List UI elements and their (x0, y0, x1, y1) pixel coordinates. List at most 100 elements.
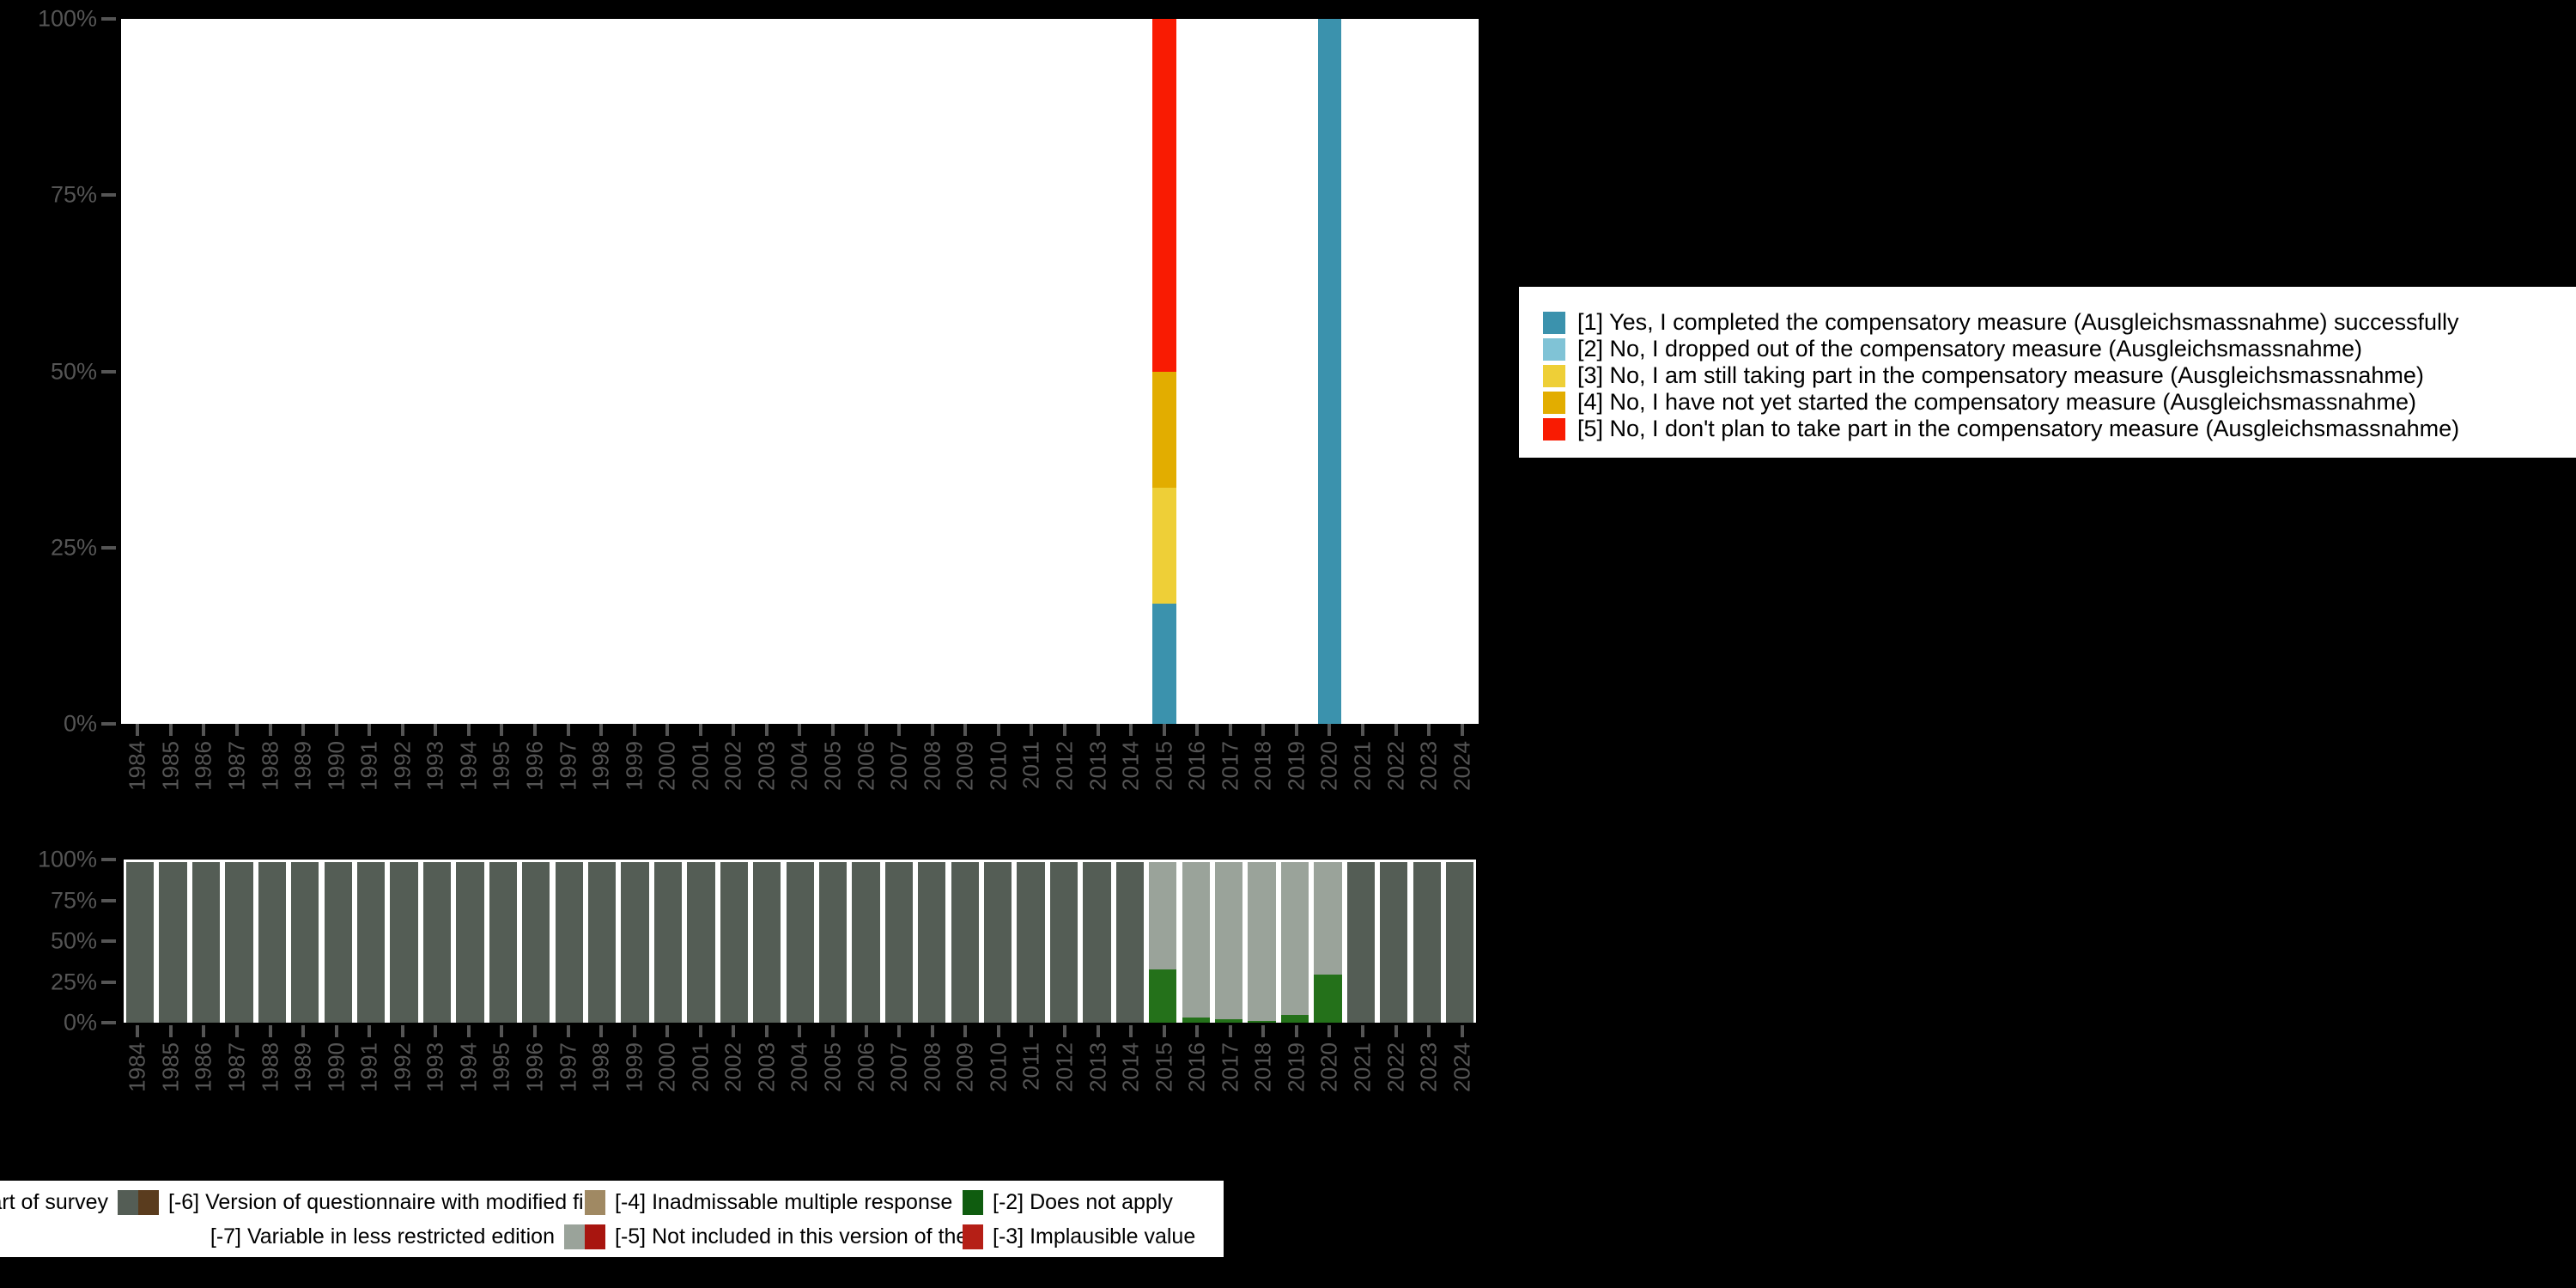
validity-bar-stack[interactable] (291, 862, 319, 1023)
validity-bar-stack[interactable] (258, 862, 287, 1023)
validity-bar-segment[interactable] (489, 862, 517, 1023)
validity-bar-stack[interactable] (1346, 862, 1375, 1023)
validity-bar-stack[interactable] (1149, 862, 1177, 1023)
validity-bar-stack[interactable] (1115, 862, 1144, 1023)
validity-bar-stack[interactable] (587, 862, 617, 1023)
validity-bar-stack[interactable] (653, 862, 683, 1023)
main-bar-stack[interactable] (1317, 19, 1342, 724)
validity-bar-segment[interactable] (1314, 862, 1342, 975)
validity-bar-segment[interactable] (1149, 969, 1177, 1023)
validity-bar-segment[interactable] (159, 862, 187, 1023)
validity-bar-segment[interactable] (191, 862, 221, 1023)
validity-bar-stack[interactable] (984, 862, 1012, 1023)
category-legend-item[interactable]: [1] Yes, I completed the compensatory me… (1543, 309, 2576, 336)
validity-bar-segment[interactable] (1248, 1021, 1276, 1023)
validity-bar-stack[interactable] (818, 862, 848, 1023)
validity-bar-stack[interactable] (951, 862, 979, 1023)
validity-bar-segment[interactable] (687, 862, 715, 1023)
validity-bar-segment[interactable] (884, 862, 914, 1023)
validity-bar-segment[interactable] (1017, 862, 1045, 1023)
validity-bar-stack[interactable] (225, 862, 253, 1023)
missing-values-legend-item[interactable]: [-2] Does not apply (963, 1189, 1220, 1215)
validity-bar-segment[interactable] (984, 862, 1012, 1023)
main-bar-segment[interactable] (1151, 371, 1176, 488)
validity-bar-segment[interactable] (1280, 1014, 1309, 1023)
validity-bar-stack[interactable] (1017, 862, 1045, 1023)
validity-bar-segment[interactable] (291, 862, 319, 1023)
validity-bar-stack[interactable] (786, 862, 814, 1023)
validity-bar-stack[interactable] (753, 862, 781, 1023)
validity-bar-segment[interactable] (1182, 1018, 1210, 1023)
validity-bar-stack[interactable] (357, 862, 386, 1023)
validity-bar-stack[interactable] (720, 862, 748, 1023)
validity-bar-stack[interactable] (852, 862, 880, 1023)
validity-bar-stack[interactable] (1445, 862, 1474, 1023)
validity-bar-segment[interactable] (422, 862, 452, 1023)
category-legend-item[interactable]: [2] No, I dropped out of the compensator… (1543, 336, 2576, 362)
validity-bar-segment[interactable] (918, 862, 946, 1023)
missing-values-legend-item[interactable]: [-7] Variable in less restricted edition (138, 1224, 585, 1249)
validity-bar-segment[interactable] (324, 862, 352, 1023)
validity-bar-stack[interactable] (324, 862, 352, 1023)
validity-bar-stack[interactable] (1280, 862, 1309, 1023)
validity-bar-stack[interactable] (1413, 862, 1441, 1023)
validity-bar-stack[interactable] (522, 862, 550, 1023)
validity-bar-stack[interactable] (1380, 862, 1408, 1023)
validity-bar-segment[interactable] (951, 862, 979, 1023)
validity-bar-segment[interactable] (1380, 862, 1408, 1023)
validity-bar-stack[interactable] (489, 862, 517, 1023)
validity-bar-segment[interactable] (1149, 862, 1177, 970)
validity-bar-segment[interactable] (1049, 862, 1078, 1023)
validity-bar-stack[interactable] (1182, 862, 1210, 1023)
missing-values-legend-item[interactable]: [-1] No answer (0, 1259, 138, 1261)
category-legend-item[interactable]: [3] No, I am still taking part in the co… (1543, 362, 2576, 389)
missing-values-legend-item[interactable]: [-4] Inadmissable multiple response (585, 1189, 963, 1215)
validity-bar-stack[interactable] (1314, 862, 1342, 1023)
validity-bar-segment[interactable] (1346, 862, 1375, 1023)
validity-bar-stack[interactable] (918, 862, 946, 1023)
validity-bar-segment[interactable] (786, 862, 814, 1023)
validity-bar-segment[interactable] (1314, 974, 1342, 1023)
validity-bar-stack[interactable] (159, 862, 187, 1023)
validity-bar-stack[interactable] (884, 862, 914, 1023)
validity-bar-stack[interactable] (555, 862, 583, 1023)
validity-bar-segment[interactable] (555, 862, 583, 1023)
validity-bar-segment[interactable] (587, 862, 617, 1023)
validity-bar-stack[interactable] (390, 862, 418, 1023)
validity-bar-stack[interactable] (191, 862, 221, 1023)
missing-values-legend-item[interactable]: [-8] Survey year not part of survey (0, 1189, 138, 1215)
validity-bar-segment[interactable] (1083, 862, 1111, 1023)
validity-bar-segment[interactable] (357, 862, 386, 1023)
category-legend-item[interactable]: [5] No, I don't plan to take part in the… (1543, 416, 2576, 442)
validity-bar-segment[interactable] (720, 862, 748, 1023)
validity-bar-segment[interactable] (1214, 1019, 1243, 1023)
validity-bar-segment[interactable] (225, 862, 253, 1023)
validity-bar-segment[interactable] (522, 862, 550, 1023)
validity-bar-stack[interactable] (621, 862, 649, 1023)
validity-bar-segment[interactable] (753, 862, 781, 1023)
validity-bar-stack[interactable] (456, 862, 484, 1023)
validity-bar-segment[interactable] (1248, 862, 1276, 1022)
validity-bar-stack[interactable] (1248, 862, 1276, 1023)
category-legend-item[interactable]: [4] No, I have not yet started the compe… (1543, 389, 2576, 416)
main-bar-stack[interactable] (1151, 19, 1176, 724)
validity-bar-segment[interactable] (621, 862, 649, 1023)
main-bar-segment[interactable] (1151, 19, 1176, 372)
validity-bar-segment[interactable] (1115, 862, 1144, 1023)
validity-bar-segment[interactable] (818, 862, 848, 1023)
validity-bar-stack[interactable] (126, 862, 155, 1023)
validity-bar-segment[interactable] (1214, 862, 1243, 1020)
validity-bar-stack[interactable] (687, 862, 715, 1023)
validity-bar-segment[interactable] (1413, 862, 1441, 1023)
validity-bar-segment[interactable] (852, 862, 880, 1023)
missing-values-legend-item[interactable]: [-3] Implausible value (963, 1224, 1220, 1249)
validity-bar-segment[interactable] (126, 862, 155, 1023)
missing-values-legend-item[interactable]: valid cases (0, 1224, 138, 1249)
validity-bar-segment[interactable] (456, 862, 484, 1023)
main-bar-segment[interactable] (1317, 19, 1342, 724)
missing-values-legend-item[interactable]: [-6] Version of questionnaire with modif… (138, 1189, 585, 1215)
validity-bar-stack[interactable] (1049, 862, 1078, 1023)
validity-bar-segment[interactable] (1182, 862, 1210, 1018)
main-bar-segment[interactable] (1151, 487, 1176, 605)
missing-values-legend-item[interactable]: [-5] Not included in this version of the… (585, 1224, 963, 1249)
